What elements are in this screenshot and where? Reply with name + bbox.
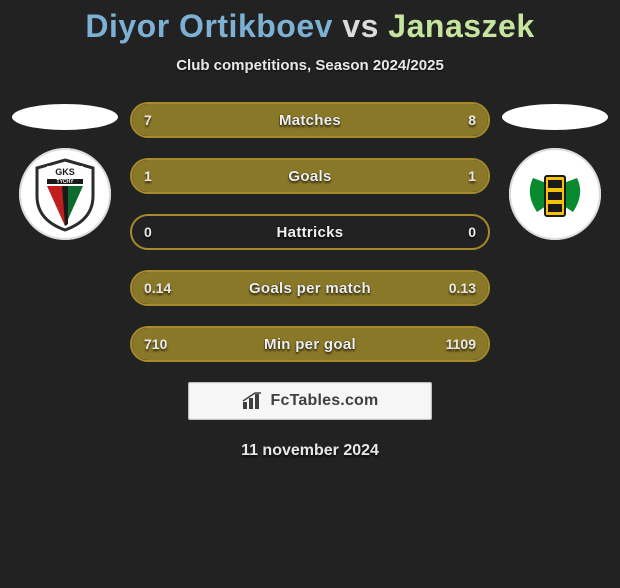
stat-label: Hattricks: [132, 224, 488, 241]
bar-chart-icon: [242, 392, 264, 410]
stat-label: Goals per match: [132, 280, 488, 297]
stat-label: Matches: [132, 112, 488, 129]
left-player-column: GKS TYCHY: [10, 102, 120, 240]
gks-jastrzebie-crest-icon: [515, 154, 595, 234]
stat-label: Min per goal: [132, 336, 488, 353]
right-player-column: [500, 102, 610, 240]
gks-tychy-crest-icon: GKS TYCHY: [25, 154, 105, 234]
svg-text:TYCHY: TYCHY: [57, 179, 75, 185]
subtitle: Club competitions, Season 2024/2025: [0, 57, 620, 74]
stat-bar: 11Goals: [130, 158, 490, 194]
player-b-team-crest: [509, 148, 601, 240]
player-b-silhouette: [502, 104, 608, 130]
comparison-panel: GKS TYCHY 78Matches 11Goals 00Hattricks 0.1…: [0, 102, 620, 362]
stat-label: Goals: [132, 168, 488, 185]
stat-bar: 0.140.13Goals per match: [130, 270, 490, 306]
brand-text: FcTables.com: [271, 392, 379, 410]
brand-box[interactable]: FcTables.com: [188, 382, 432, 420]
player-a-name: Diyor Ortikboev: [85, 8, 333, 44]
player-b-name: Janaszek: [388, 8, 534, 44]
stat-bars: 78Matches 11Goals 00Hattricks 0.140.13Goals…: [130, 102, 490, 362]
player-a-team-crest: GKS TYCHY: [19, 148, 111, 240]
svg-text:GKS: GKS: [55, 167, 75, 177]
stat-bar: 7101109Min per goal: [130, 326, 490, 362]
stat-bar: 78Matches: [130, 102, 490, 138]
page-title: Diyor Ortikboev vs Janaszek: [0, 8, 620, 45]
vs-label: vs: [342, 8, 379, 44]
stat-bar: 00Hattricks: [130, 214, 490, 250]
date-label: 11 november 2024: [0, 442, 620, 460]
player-a-silhouette: [12, 104, 118, 130]
